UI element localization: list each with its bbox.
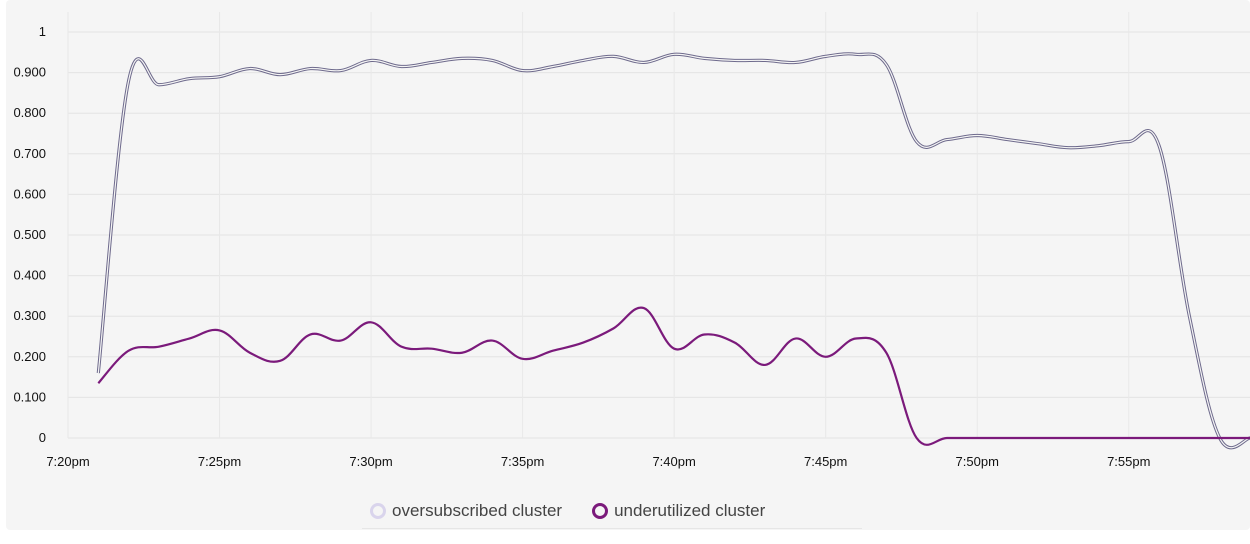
- legend-label: oversubscribed cluster: [392, 500, 563, 520]
- legend-item-oversubscribed[interactable]: oversubscribed cluster: [370, 501, 562, 521]
- x-tick-label: 7:50pm: [956, 454, 999, 469]
- chart-panel: 0 0.100 0.200 0.300 0.400 0.500 0.600 0.700 0.80…: [6, 0, 1250, 530]
- y-tick-label: 0.500: [13, 227, 46, 242]
- legend-marker-icon: [370, 502, 386, 519]
- y-tick-label: 0.900: [13, 65, 46, 80]
- series-lines: [96, 52, 1250, 450]
- x-tick-label: 7:35pm: [501, 454, 544, 469]
- y-tick-label: 0.400: [13, 268, 46, 283]
- y-tick-label: 0.200: [13, 349, 46, 364]
- grid: [67, 12, 1250, 439]
- x-tick-label: 7:20pm: [46, 454, 89, 469]
- y-tick-label: 1: [39, 24, 46, 39]
- x-tick-label: 7:25pm: [198, 454, 241, 469]
- x-tick-label: 7:45pm: [804, 454, 847, 469]
- y-tick-label: 0.600: [13, 186, 46, 201]
- y-tick-label: 0.800: [13, 105, 46, 120]
- y-tick-label: 0.100: [13, 389, 46, 404]
- legend-item-underutilized[interactable]: underutilized cluster: [592, 501, 765, 521]
- line-chart: 0 0.100 0.200 0.300 0.400 0.500 0.600 0.700 0.80…: [13, 12, 1250, 469]
- x-axis: 7:20pm 7:25pm 7:30pm 7:35pm 7:40pm 7:45pm 7:50…: [46, 454, 1150, 469]
- y-tick-label: 0: [39, 430, 46, 445]
- x-tick-label: 7:55pm: [1107, 454, 1150, 469]
- legend: oversubscribed cluster underutilized clu…: [362, 493, 862, 529]
- x-tick-label: 7:30pm: [349, 454, 392, 469]
- series-line-1: [97, 306, 1250, 446]
- y-tick-label: 0.700: [13, 146, 46, 161]
- x-tick-label: 7:40pm: [652, 454, 695, 469]
- series-line-0: [97, 53, 1250, 449]
- y-axis: 0 0.100 0.200 0.300 0.400 0.500 0.600 0.700 0.80…: [13, 24, 46, 445]
- y-tick-label: 0.300: [13, 308, 46, 323]
- legend-label: underutilized cluster: [614, 500, 766, 520]
- legend-marker-icon: [592, 502, 609, 519]
